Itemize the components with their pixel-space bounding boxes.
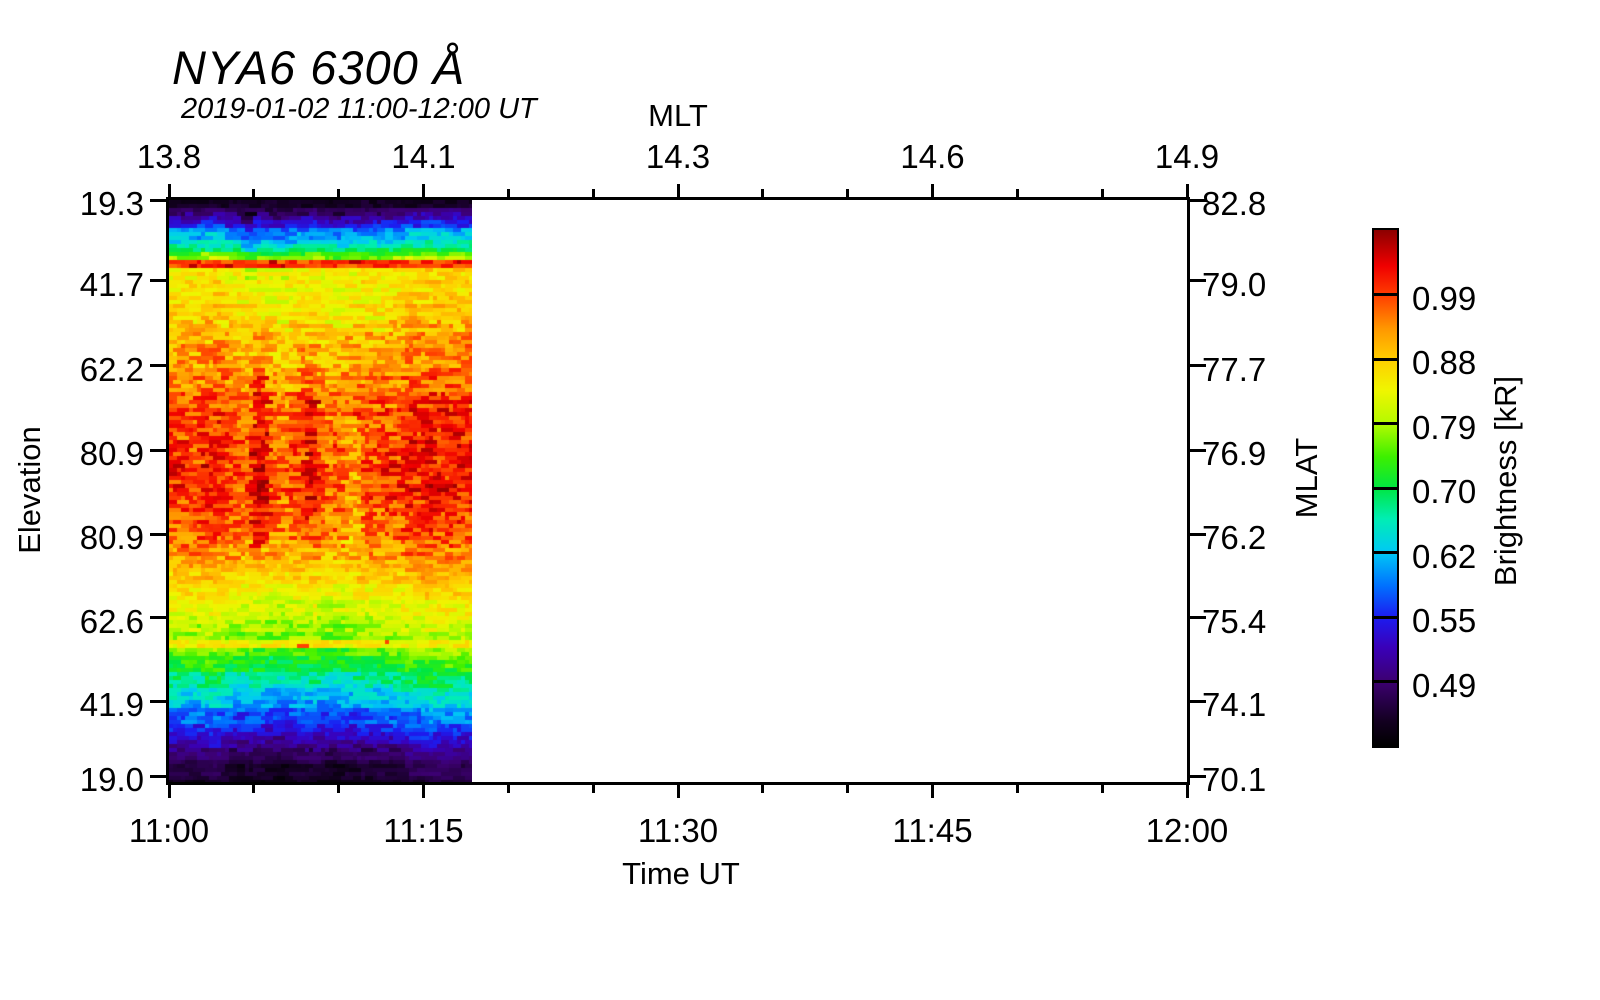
colorbar-divider [1374,486,1397,490]
right-axis-tick-label: 77.7 [1202,350,1267,388]
colorbar-divider [1374,357,1397,361]
bottom-axis-minor-tick [591,785,595,793]
heatmap-canvas [169,200,472,782]
left-axis-tick [150,364,166,368]
left-axis-tick-label: 80.9 [79,519,144,557]
plot-frame [166,197,1190,785]
colorbar-tick-label: 0.55 [1412,602,1477,639]
bottom-axis-tick-label: 11:15 [383,812,464,849]
bottom-axis-minor-tick [252,785,256,793]
top-axis-minor-tick [506,189,510,197]
bottom-axis-tick [167,785,171,798]
top-axis-tick [167,184,171,197]
colorbar-tick-label: 0.88 [1412,344,1477,381]
bottom-axis-minor-tick [846,785,850,793]
bottom-axis-tick [422,785,425,798]
bottom-axis-minor-tick [1015,785,1019,793]
left-axis-tick-label: 41.9 [79,686,144,724]
right-axis-tick-label: 79.0 [1202,265,1267,303]
bottom-axis-minor-tick [337,785,341,793]
colorbar-tick-label: 0.62 [1412,537,1477,575]
colorbar-tick-label: 0.79 [1412,408,1477,446]
top-axis-tick [1185,184,1189,197]
left-axis-tick-label: 62.2 [79,350,144,388]
top-axis-minor-tick [761,189,765,197]
bottom-axis-minor-tick [506,785,510,793]
bottom-axis-tick [676,785,680,798]
bottom-axis-tick [1185,785,1189,798]
right-axis-tick [1190,616,1206,620]
bottom-axis-tick-label: 11:00 [128,812,210,849]
top-axis-minor-tick [252,189,256,197]
left-axis-tick [150,448,166,452]
left-axis-tick [150,616,166,620]
left-axis-tick-label: 19.3 [79,185,144,222]
right-axis-tick [1190,448,1206,452]
right-axis-tick-label: 76.2 [1202,519,1267,557]
left-axis-tick-label: 41.7 [79,265,144,303]
top-axis-minor-tick [591,189,595,197]
left-axis-tick [150,532,166,536]
colorbar-divider [1374,680,1397,683]
right-axis-tick [1190,198,1206,202]
bottom-axis-minor-tick [761,785,765,793]
left-axis-tick [150,279,166,283]
left-axis-tick [150,699,166,703]
top-axis-tick-label: 14.1 [391,138,456,175]
bottom-axis-title: Time UT [622,856,740,891]
top-axis-tick-label: 14.9 [1154,138,1220,175]
top-axis-tick [676,184,680,197]
top-axis-title: MLT [648,98,708,133]
left-axis-tick-label: 80.9 [79,435,144,473]
top-axis-minor-tick [846,189,850,197]
top-axis-tick-label: 14.3 [645,138,711,175]
top-axis-tick [422,184,425,197]
right-axis-tick [1190,532,1206,536]
colorbar-tick-label: 0.99 [1412,279,1477,317]
figure-subtitle: 2019-01-02 11:00-12:00 UT [181,93,537,125]
top-axis-minor-tick [337,189,341,197]
colorbar-divider [1374,293,1397,296]
colorbar-divider [1374,615,1397,619]
bottom-axis-tick-label: 12:00 [1145,812,1229,849]
left-axis-tick-label: 19.0 [79,761,144,799]
bottom-axis-tick [931,785,934,798]
colorbar [1372,228,1399,748]
bottom-axis-tick-label: 11:45 [892,812,973,849]
top-axis-tick [931,184,934,197]
right-axis-tick [1190,774,1206,778]
bottom-axis-minor-tick [1100,785,1104,793]
colorbar-tick-label: 0.49 [1412,666,1477,704]
bottom-axis-tick-label: 11:30 [637,812,719,849]
right-axis-tick [1190,699,1206,703]
top-axis-tick-label: 13.8 [136,138,202,175]
right-axis-tick-label: 76.9 [1202,435,1267,473]
left-axis-tick [150,774,166,778]
top-axis-minor-tick [1100,189,1104,197]
right-axis-tick-label: 74.1 [1202,686,1267,724]
right-axis-title: MLAT [1289,437,1324,519]
right-axis-tick [1190,364,1206,368]
colorbar-tick-label: 0.70 [1412,473,1477,510]
right-axis-tick [1190,279,1206,283]
colorbar-title: Brightness [kR] [1488,375,1523,587]
right-axis-tick-label: 70.1 [1202,761,1267,799]
colorbar-divider [1374,422,1397,425]
left-axis-tick [150,198,166,202]
colorbar-divider [1374,551,1397,554]
figure-title: NYA6 6300 Å [172,41,466,94]
right-axis-tick-label: 75.4 [1202,602,1267,640]
left-axis-tick-label: 62.6 [79,602,144,640]
top-axis-tick-label: 14.6 [900,138,965,175]
top-axis-minor-tick [1015,189,1019,197]
right-axis-tick-label: 82.8 [1202,185,1267,222]
